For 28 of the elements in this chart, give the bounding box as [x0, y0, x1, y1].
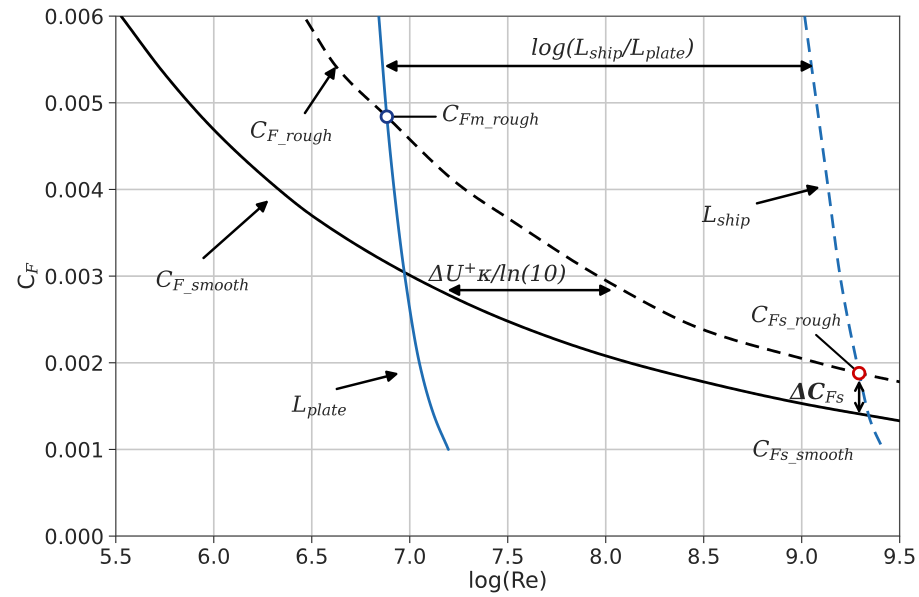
annotation: C$_{Fs_rough}$: [752, 306, 840, 330]
annotation: L$_{plate}$: [292, 396, 346, 418]
x-tick-label: 7.0: [394, 548, 425, 564]
x-tick-label: 5.5: [100, 548, 131, 564]
annotation: C$_{F_rough}$: [250, 121, 332, 145]
x-tick-label: 8.5: [688, 548, 718, 564]
x-tick-label: 8.0: [590, 548, 621, 564]
y-tick-label: 0.003: [46, 268, 102, 284]
x-tick-label: 9.0: [786, 548, 817, 564]
annotation: ΔU$^{+}$κ/ln(10): [428, 263, 565, 285]
annotation: L$_{ship}$: [702, 206, 750, 229]
y-tick-label: 0.001: [46, 442, 102, 458]
annotation: C$_{F_smooth}$: [156, 270, 248, 294]
y-axis-title: C$_{F}$: [18, 262, 38, 288]
annotation: ΔC$_{Fs}$: [789, 382, 844, 403]
x-tick-label: 6.5: [296, 548, 327, 564]
annotation: log(L$_{ship}$/L$_{plate}$): [532, 38, 693, 62]
annotation: C$_{Fs_smooth}$: [754, 440, 853, 464]
y-tick-label: 0.004: [46, 182, 103, 198]
x-tick-label: 9.5: [884, 548, 914, 564]
y-tick-label: 0.000: [46, 528, 103, 544]
y-tick-label: 0.002: [46, 355, 102, 371]
x-axis-title: log(Re): [470, 570, 546, 592]
y-tick-label: 0.006: [46, 8, 103, 24]
x-tick-label: 6.0: [198, 548, 229, 564]
annotation: C$_{Fm_rough}$: [443, 104, 538, 128]
x-tick-label: 7.5: [492, 548, 522, 564]
y-tick-label: 0.005: [46, 95, 102, 111]
